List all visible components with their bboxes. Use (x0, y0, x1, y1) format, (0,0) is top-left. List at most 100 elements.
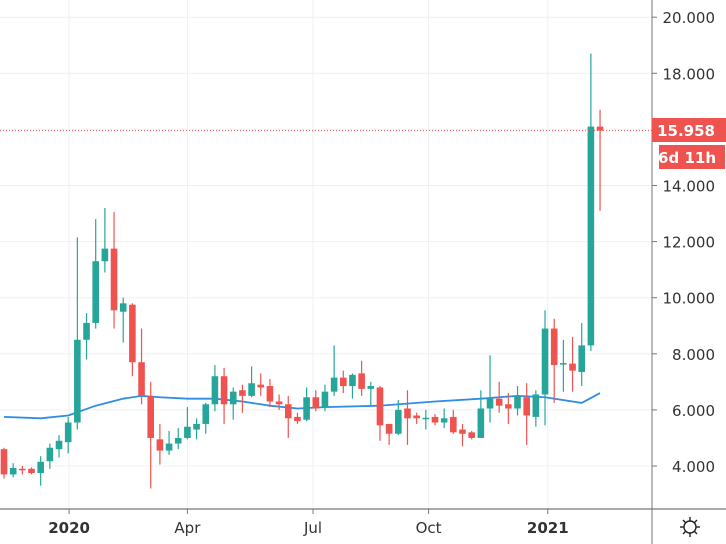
candle-body (505, 404, 512, 409)
candle-body (385, 423, 393, 434)
candle-body (174, 437, 182, 444)
candle-body (523, 397, 530, 416)
y-tick-label: 12.000 (663, 234, 716, 252)
candle-up (486, 355, 494, 423)
candle-down (376, 386, 384, 441)
y-tick-label: 20.000 (663, 9, 716, 27)
candle-down (385, 423, 393, 445)
candle-up (477, 390, 485, 438)
candle-body (37, 461, 44, 474)
candle-up (9, 463, 17, 478)
candle-down (257, 373, 265, 396)
candle-up (64, 416, 72, 454)
y-tick-label: 4.000 (672, 458, 715, 476)
candle-down (596, 109, 604, 211)
candle-down (19, 466, 26, 475)
candle-body (321, 391, 329, 408)
candle-up (440, 408, 448, 429)
candle-body (404, 408, 411, 419)
candle-up (303, 387, 310, 422)
candle-up (532, 390, 540, 427)
candle-body (193, 423, 200, 430)
candle-up (92, 219, 99, 329)
x-tick-label: Oct (416, 519, 442, 537)
candle-body (303, 397, 310, 420)
candle-body (138, 362, 145, 396)
candle-body (339, 377, 347, 387)
candle-up (37, 456, 44, 486)
candle-down (220, 367, 228, 424)
candle-body (450, 416, 457, 433)
candle-body (211, 376, 219, 405)
candle-up (514, 386, 521, 416)
y-tick-label: 6.000 (672, 402, 715, 420)
candle-up (46, 443, 54, 469)
price-axis[interactable]: 4.0006.0008.00010.00012.00014.00016.0001… (652, 9, 715, 476)
candle-up (184, 407, 191, 440)
candle-body (532, 394, 540, 417)
candle-body (220, 376, 228, 405)
candle-up (174, 428, 182, 450)
candle-down (275, 394, 283, 410)
candle-up (229, 387, 237, 420)
x-tick-label: Apr (174, 519, 201, 537)
candle-up (202, 402, 210, 434)
candle-down (413, 412, 420, 424)
candle-body (514, 395, 521, 409)
candle-down (550, 318, 558, 403)
candle-up (83, 313, 90, 360)
candle-body (413, 415, 420, 419)
candle-down (431, 414, 439, 426)
candle-body (541, 328, 549, 395)
candle-down (523, 383, 530, 445)
candle-body (248, 383, 255, 396)
candle-body (101, 248, 109, 262)
candle-body (184, 426, 191, 438)
candle-body (596, 126, 604, 131)
candle-down (266, 379, 274, 408)
moving-average-line (3, 392, 601, 420)
candle-body (284, 404, 292, 419)
candle-body (395, 409, 402, 434)
y-tick-label: 10.000 (663, 290, 716, 308)
candle-up (101, 207, 109, 273)
candle-down (468, 430, 475, 440)
time-axis[interactable]: 2020 Apr Jul Oct 2021 (48, 509, 569, 537)
candle-body (83, 322, 90, 340)
candle-body (422, 417, 430, 420)
candle-body (28, 468, 35, 474)
candle-body (19, 468, 26, 471)
grid (0, 0, 652, 509)
candle-body (440, 418, 448, 423)
candle-body (202, 404, 210, 424)
candle-up (587, 53, 595, 351)
x-tick-label: Jul (303, 519, 322, 537)
candle-body (468, 432, 475, 438)
candle-body (459, 429, 466, 434)
candle-down (312, 390, 320, 412)
candle-down (505, 393, 512, 424)
candle-up (367, 381, 375, 406)
candle-body (587, 126, 595, 346)
countdown-tag: 6d 11h (658, 145, 725, 169)
candle-up (74, 237, 81, 430)
candle-down (495, 381, 503, 413)
moving-average-layer (3, 392, 601, 420)
bar-countdown-label: 6d 11h (658, 149, 716, 167)
candle-body (129, 304, 136, 363)
candle-body (0, 449, 8, 475)
candle-down (339, 370, 347, 394)
candle-body (64, 422, 72, 443)
candle-body (119, 303, 127, 312)
candle-body (239, 390, 246, 396)
candle-down (239, 384, 246, 413)
candle-body (55, 440, 63, 450)
candle-down (450, 409, 457, 434)
candle-body (367, 386, 375, 389)
candle-body (294, 416, 301, 422)
candle-up (248, 366, 255, 398)
candle-down (156, 423, 164, 465)
gear-icon[interactable] (680, 517, 700, 537)
candle-body (376, 387, 384, 426)
